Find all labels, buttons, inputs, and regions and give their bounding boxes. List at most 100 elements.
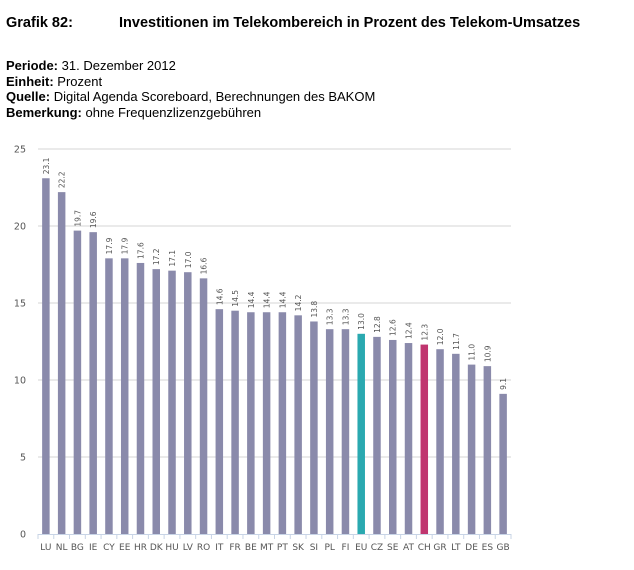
meta-label: Bemerkung: bbox=[6, 104, 82, 120]
category-label: DK bbox=[150, 543, 164, 553]
bar-hr bbox=[136, 262, 145, 534]
bar-ch bbox=[420, 344, 429, 534]
category-label: HR bbox=[134, 543, 147, 553]
figure-title-text: Investitionen im Telekombereich in Proze… bbox=[119, 15, 581, 31]
bar-lt bbox=[452, 353, 460, 534]
y-tick-label: 20 bbox=[14, 222, 26, 233]
bar-si bbox=[310, 321, 318, 534]
bar-cz bbox=[373, 336, 381, 534]
category-label: LU bbox=[40, 543, 51, 553]
meta-label: Einheit: bbox=[6, 73, 54, 89]
value-label: 17.2 bbox=[152, 248, 161, 265]
category-label: EE bbox=[119, 543, 131, 553]
value-label: 17.9 bbox=[121, 237, 130, 254]
value-label: 19.6 bbox=[89, 211, 98, 228]
meta-einheit: Einheit: Prozent bbox=[6, 74, 375, 90]
category-label: SK bbox=[292, 543, 305, 553]
value-label: 12.3 bbox=[420, 324, 429, 341]
bar-fi bbox=[341, 329, 350, 534]
value-label: 14.5 bbox=[231, 290, 240, 307]
category-label: SE bbox=[387, 543, 399, 553]
bar-ie bbox=[89, 232, 97, 534]
bar-gr bbox=[436, 349, 444, 534]
meta-value: ohne Frequenzlizenzgebühren bbox=[85, 104, 262, 120]
category-label: BG bbox=[71, 543, 84, 553]
value-label: 13.0 bbox=[357, 313, 366, 330]
category-label: LT bbox=[451, 543, 461, 553]
value-label: 14.4 bbox=[278, 291, 287, 308]
category-label: CH bbox=[418, 543, 431, 553]
y-tick-label: 5 bbox=[20, 453, 26, 464]
value-label: 14.4 bbox=[247, 291, 256, 308]
category-label: PL bbox=[324, 543, 334, 553]
category-label: MT bbox=[260, 543, 274, 553]
figure-number: Grafik 82: bbox=[6, 15, 73, 31]
value-label: 12.8 bbox=[373, 316, 382, 333]
bar-de bbox=[467, 364, 476, 534]
category-label: FI bbox=[342, 543, 350, 553]
category-label: FR bbox=[229, 543, 240, 553]
value-label: 9.1 bbox=[499, 378, 508, 390]
category-label: CY bbox=[103, 543, 115, 553]
bar-be bbox=[247, 312, 255, 534]
category-label: ES bbox=[482, 543, 494, 553]
category-label: GB bbox=[497, 543, 510, 553]
category-label: IT bbox=[215, 543, 224, 553]
bar-cy bbox=[105, 258, 113, 534]
value-label: 10.9 bbox=[483, 345, 492, 362]
bar-se bbox=[389, 339, 397, 534]
bar-it bbox=[215, 309, 224, 534]
value-label: 11.0 bbox=[468, 344, 477, 361]
bar-ro bbox=[199, 278, 208, 534]
y-tick-label: 10 bbox=[14, 376, 26, 387]
bar-dk bbox=[152, 269, 160, 534]
value-label: 14.6 bbox=[215, 288, 224, 305]
meta-label: Quelle: bbox=[6, 89, 51, 104]
value-label: 11.7 bbox=[452, 333, 461, 350]
y-tick-label: 25 bbox=[14, 145, 26, 156]
category-label: DE bbox=[465, 543, 478, 553]
value-label: 17.6 bbox=[136, 242, 145, 259]
value-label: 17.1 bbox=[168, 250, 177, 267]
bar-es bbox=[483, 366, 492, 534]
y-tick-label: 15 bbox=[14, 299, 26, 310]
bar-eu bbox=[357, 333, 365, 534]
bar-lv bbox=[184, 272, 192, 534]
value-label: 19.7 bbox=[73, 210, 82, 227]
meta-label: Periode: bbox=[6, 58, 59, 73]
category-label: HU bbox=[165, 543, 178, 553]
bar-mt bbox=[262, 312, 271, 534]
category-label: SI bbox=[310, 543, 318, 553]
bar-ee bbox=[120, 258, 129, 534]
meta-value: Prozent bbox=[57, 73, 103, 89]
value-label: 17.9 bbox=[105, 237, 114, 254]
bar-bg bbox=[73, 230, 82, 534]
bar-pl bbox=[325, 329, 334, 534]
category-label: CZ bbox=[371, 543, 383, 553]
value-label: 23.1 bbox=[42, 157, 51, 174]
value-label: 16.6 bbox=[200, 257, 209, 274]
bar-at bbox=[404, 343, 413, 534]
bar-gb bbox=[499, 393, 507, 534]
meta-bemerkung: Bemerkung: ohne Frequenzlizenzgebühren bbox=[6, 105, 375, 121]
value-label: 12.6 bbox=[389, 319, 398, 336]
bar-nl bbox=[57, 192, 66, 534]
bar-lu bbox=[42, 178, 50, 534]
meta-periode: Periode: 31. Dezember 2012 bbox=[6, 58, 375, 74]
category-label: NL bbox=[56, 543, 68, 553]
category-label: LV bbox=[183, 543, 194, 553]
y-tick-label: 0 bbox=[20, 530, 26, 541]
value-label: 13.3 bbox=[341, 308, 350, 325]
value-label: 17.0 bbox=[184, 251, 193, 268]
value-label: 12.0 bbox=[436, 328, 445, 345]
figure-meta: Periode: 31. Dezember 2012 Einheit: Proz… bbox=[6, 58, 375, 120]
figure-title: Grafik 82: Investitionen im Telekombereic… bbox=[6, 15, 580, 31]
value-label: 13.3 bbox=[326, 308, 335, 325]
bar-hu bbox=[168, 270, 176, 534]
category-label: EU bbox=[355, 543, 367, 553]
meta-quelle: Quelle: Digital Agenda Scoreboard, Berec… bbox=[6, 89, 375, 105]
category-label: IE bbox=[89, 543, 98, 553]
value-label: 12.4 bbox=[405, 322, 414, 339]
category-label: BE bbox=[245, 543, 257, 553]
